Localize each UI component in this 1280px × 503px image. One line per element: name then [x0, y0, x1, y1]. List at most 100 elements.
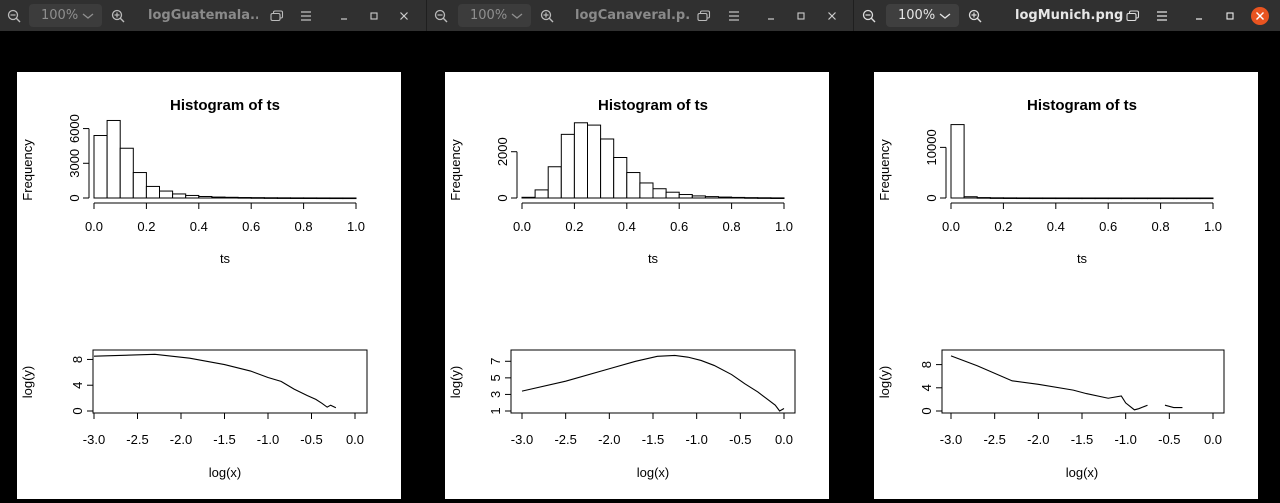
- histogram-bar: [718, 196, 733, 199]
- histogram-bar: [145, 185, 160, 199]
- zoom-out-icon[interactable]: [431, 0, 451, 31]
- histogram-bar: [976, 197, 991, 199]
- histogram-x-tick-label: 0.0: [85, 219, 103, 234]
- zoom-out-icon[interactable]: [859, 0, 879, 31]
- histogram-bar: [1160, 197, 1175, 200]
- minimize-icon[interactable]: [1189, 0, 1209, 31]
- histogram-bar: [989, 197, 1004, 199]
- minimize-icon[interactable]: [334, 0, 354, 31]
- menu-icon[interactable]: [724, 0, 744, 31]
- window-separator: [853, 0, 854, 31]
- histogram-y-tick-label: 0: [924, 194, 939, 201]
- histogram-x-tick-label: 0.2: [994, 219, 1012, 234]
- histogram-bar: [573, 122, 588, 199]
- close-icon[interactable]: [822, 0, 842, 31]
- copy-icon[interactable]: [693, 0, 715, 31]
- maximize-icon[interactable]: [364, 0, 384, 31]
- histogram-bar: [303, 197, 318, 200]
- minimize-icon[interactable]: [761, 0, 781, 31]
- histogram-bar: [1133, 197, 1148, 200]
- zoom-dropdown[interactable]: 100%: [458, 4, 531, 27]
- copy-icon[interactable]: [266, 0, 288, 31]
- histogram-bar: [1081, 197, 1096, 200]
- histogram-x-tick-label: 1.0: [347, 219, 365, 234]
- histogram-y-label: Frequency: [448, 139, 463, 201]
- close-icon[interactable]: [1248, 0, 1272, 31]
- zoom-in-icon[interactable]: [965, 0, 985, 31]
- zoom-value: 100%: [41, 8, 79, 23]
- menu-icon[interactable]: [1152, 0, 1172, 31]
- histogram-bar: [1107, 197, 1122, 200]
- line-series: [950, 355, 1148, 411]
- line-x-tick-label: -2.0: [598, 432, 620, 447]
- histogram-x-label: ts: [648, 251, 659, 266]
- line-x-tick-label: -3.0: [83, 432, 105, 447]
- histogram-title: Histogram of ts: [598, 97, 708, 114]
- zoom-dropdown[interactable]: 100%: [886, 4, 959, 27]
- line-x-label: log(x): [1066, 465, 1099, 480]
- histogram-bar: [1173, 197, 1188, 200]
- histogram-bar: [731, 196, 746, 199]
- plot-svg: Histogram of ts 0.0 0.2 0.4 0.6 0.8 1.0 ts 0 3000…: [20, 97, 368, 480]
- histogram-bar: [237, 197, 252, 199]
- line-y-tick-label: 5: [488, 374, 503, 381]
- histogram-x-tick-label: 0.4: [618, 219, 636, 234]
- zoom-value: 100%: [470, 8, 508, 23]
- histogram-bar: [534, 189, 549, 199]
- line-y-tick-label: 8: [919, 361, 934, 368]
- histogram-x-tick-label: 0.0: [942, 219, 960, 234]
- copy-icon[interactable]: [1122, 0, 1144, 31]
- line-x-tick-label: -1.0: [1114, 432, 1136, 447]
- maximize-icon[interactable]: [1220, 0, 1240, 31]
- zoom-out-icon[interactable]: [4, 0, 24, 31]
- plot-svg: Histogram of ts 0.0 0.2 0.4 0.6 0.8 1.0 ts 0 1000…: [877, 97, 1225, 480]
- viewer-window-2: 100% logCanaveral.p... Histogram of ts 0.…: [427, 0, 853, 503]
- histogram-bar: [185, 194, 200, 199]
- close-icon[interactable]: [394, 0, 414, 31]
- line-x-tick-label: -1.5: [1071, 432, 1093, 447]
- histogram-bar: [316, 197, 331, 200]
- histogram-bar: [93, 135, 108, 199]
- headerbar: 100% logGuatemala....: [0, 0, 426, 31]
- histogram-x-tick-label: 0.4: [1047, 219, 1065, 234]
- histogram-bar: [1147, 197, 1162, 200]
- histogram-bar: [1120, 197, 1135, 200]
- zoom-in-icon[interactable]: [108, 0, 128, 31]
- line-plot-frame: [510, 349, 796, 414]
- histogram-y-tick-label: 0: [67, 194, 82, 201]
- chevron-down-icon: [939, 10, 951, 25]
- line-plot-frame: [92, 349, 368, 414]
- line-x-tick-label: -2.0: [1027, 432, 1049, 447]
- zoom-in-icon[interactable]: [537, 0, 557, 31]
- histogram-y-tick-label: 0: [495, 194, 510, 201]
- line-x-tick-label: 0.0: [1204, 432, 1222, 447]
- viewer-window-3: 100% logMunich.png Histogram of ts 0.0 0.2…: [854, 0, 1280, 503]
- maximize-icon[interactable]: [791, 0, 811, 31]
- line-y-tick-label: 4: [70, 382, 85, 389]
- line-y-tick-label: 8: [70, 356, 85, 363]
- histogram-bar: [1055, 197, 1070, 200]
- histogram-bar: [198, 195, 213, 199]
- menu-icon[interactable]: [296, 0, 316, 31]
- histogram-bar: [547, 166, 562, 199]
- histogram-bar: [1186, 197, 1201, 200]
- plot-image: Histogram of ts 0.0 0.2 0.4 0.6 0.8 1.0 ts 0 1000…: [874, 72, 1258, 499]
- zoom-value: 100%: [898, 8, 936, 23]
- window-separator: [426, 0, 427, 31]
- histogram-bar: [744, 197, 759, 199]
- zoom-dropdown[interactable]: 100%: [29, 4, 102, 27]
- histogram-bar: [250, 197, 265, 199]
- headerbar: 100% logMunich.png: [854, 0, 1280, 31]
- histogram-bar: [639, 182, 654, 199]
- chevron-down-icon: [511, 10, 523, 25]
- line-y-tick-label: 4: [919, 384, 934, 391]
- histogram-bar: [704, 196, 719, 199]
- histogram-bar: [1094, 197, 1109, 200]
- histogram-bar: [560, 133, 575, 199]
- headerbar: 100% logCanaveral.p...: [427, 0, 853, 31]
- line-y-tick-label: 0: [70, 407, 85, 414]
- histogram-bar: [119, 147, 134, 199]
- histogram-bar: [290, 197, 305, 199]
- histogram-x-tick-label: 0.6: [1099, 219, 1117, 234]
- histogram-bar: [1002, 197, 1017, 199]
